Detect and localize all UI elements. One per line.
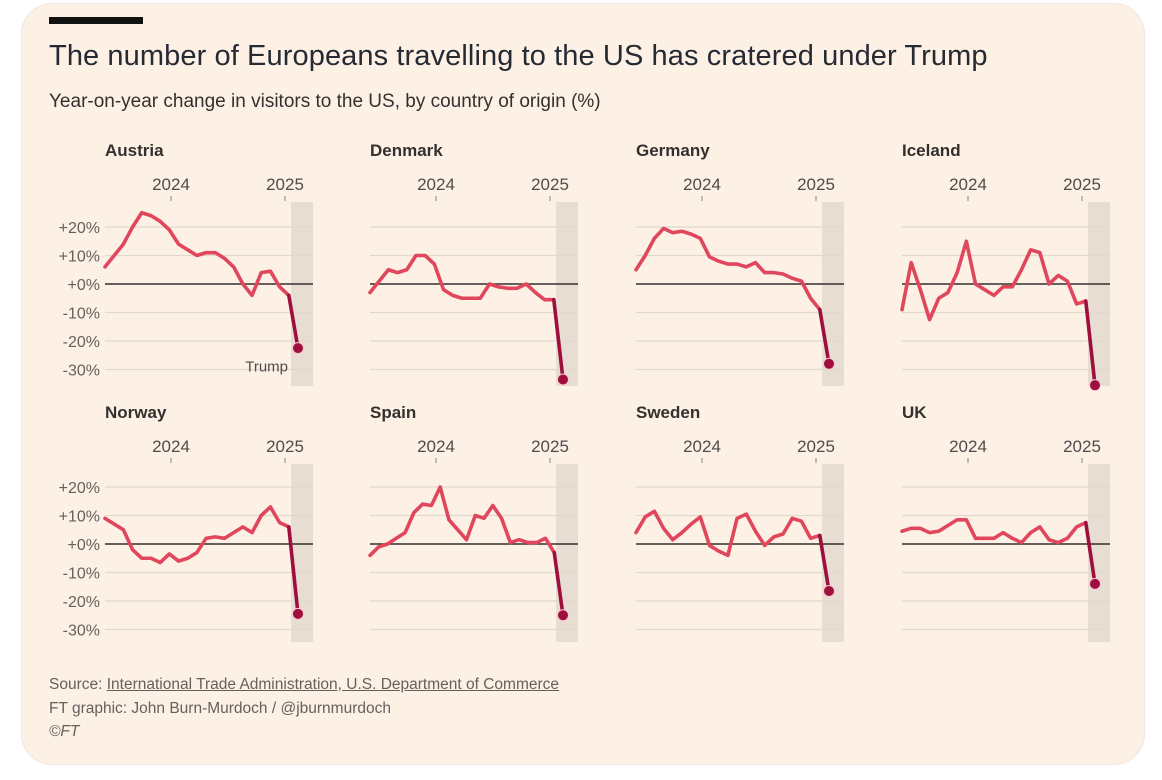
latest-value-dot	[823, 585, 835, 598]
x-tick-label: 2024	[949, 437, 987, 456]
panel-uk: UK 2024 2025	[900, 403, 1110, 642]
trump-segment-line	[287, 525, 300, 616]
chart-subtitle: Year-on-year change in visitors to the U…	[49, 91, 601, 112]
source-line: Source: International Trade Administrati…	[49, 676, 559, 694]
x-tick-label: 2024	[152, 437, 190, 456]
trump-period-shade	[291, 202, 313, 386]
copyright: ©FT	[49, 723, 80, 740]
panel-sweden: Sweden 2024 2025	[634, 403, 844, 642]
series-line	[634, 226, 822, 312]
ft-brand-bar	[49, 17, 143, 24]
trump-segment-line	[818, 533, 831, 593]
y-tick-label: +20%	[59, 480, 100, 497]
series-line	[103, 505, 291, 565]
y-tick-label: -30%	[63, 623, 100, 640]
y-tick-label: -30%	[63, 363, 100, 380]
x-tick-label: 2025	[266, 175, 304, 194]
panel-title: Austria	[105, 141, 164, 160]
credit-line: FT graphic: John Burn-Murdoch / @jburnmu…	[49, 700, 391, 717]
series-line	[368, 253, 556, 302]
trump-period-shade	[822, 464, 844, 642]
panel-iceland: Iceland 2024 2025	[900, 141, 1110, 392]
x-tick-label: 2025	[1063, 175, 1101, 194]
trump-segment-line	[552, 550, 565, 618]
series-line	[634, 509, 822, 558]
x-tick-label: 2025	[531, 437, 569, 456]
panel-austria: Austria +20% +10% +0% -10% -20% -30% 2024 2025 Tr…	[59, 141, 313, 386]
panel-title: Sweden	[636, 403, 700, 422]
source-label: Source:	[49, 676, 107, 693]
latest-value-dot	[823, 357, 835, 370]
trump-annotation: Trump	[245, 359, 288, 376]
panel-title: UK	[902, 403, 927, 422]
x-tick-label: 2025	[266, 437, 304, 456]
source-link[interactable]: International Trade Administration, U.S.…	[106, 676, 560, 693]
latest-value-dot	[292, 607, 304, 620]
x-tick-label: 2024	[683, 175, 721, 194]
x-tick-label: 2025	[797, 437, 835, 456]
y-tick-label: +20%	[59, 220, 100, 237]
trump-segment-line	[1084, 520, 1097, 586]
series-line	[900, 517, 1088, 545]
trump-period-shade	[556, 202, 578, 386]
x-tick-label: 2024	[417, 175, 455, 194]
trump-period-shade	[1088, 464, 1110, 642]
series-line	[103, 210, 291, 298]
panel-norway: Norway +20% +10% +0% -10% -20% -30% 2024 2025	[59, 403, 313, 642]
trump-segment-line	[818, 307, 831, 366]
series-line	[368, 485, 557, 558]
panel-title: Germany	[636, 141, 710, 160]
x-tick-label: 2025	[797, 175, 835, 194]
x-tick-label: 2024	[949, 175, 987, 194]
panel-germany: Germany 2024 2025	[634, 141, 844, 386]
x-tick-label: 2025	[531, 175, 569, 194]
latest-value-dot	[292, 342, 304, 355]
y-tick-label: -10%	[63, 306, 100, 323]
panel-title: Denmark	[370, 141, 443, 160]
panel-denmark: Denmark 2024 2025	[368, 141, 578, 386]
panel-title: Norway	[105, 403, 167, 422]
panel-title: Spain	[370, 403, 416, 422]
latest-value-dot	[1089, 577, 1101, 590]
trump-segment-line	[1084, 299, 1097, 387]
trump-segment-line	[552, 297, 565, 382]
x-tick-label: 2024	[683, 437, 721, 456]
x-tick-label: 2024	[417, 437, 455, 456]
y-tick-label: +10%	[59, 249, 100, 266]
y-tick-label: +10%	[59, 509, 100, 526]
x-tick-label: 2024	[152, 175, 190, 194]
latest-value-dot	[1089, 379, 1101, 392]
x-tick-label: 2025	[1063, 437, 1101, 456]
trump-period-shade	[1088, 202, 1110, 386]
y-tick-label: +0%	[68, 277, 100, 294]
y-tick-label: -10%	[63, 566, 100, 583]
latest-value-dot	[557, 373, 569, 386]
chart-title: The number of Europeans travelling to th…	[49, 40, 988, 72]
y-tick-label: -20%	[63, 594, 100, 611]
series-line	[900, 239, 1088, 322]
latest-value-dot	[557, 609, 569, 622]
trump-period-shade	[822, 202, 844, 386]
y-tick-label: -20%	[63, 334, 100, 351]
trump-segment-line	[287, 293, 300, 350]
panel-title: Iceland	[902, 141, 961, 160]
y-tick-label: +0%	[68, 537, 100, 554]
chart-card	[22, 4, 1144, 764]
